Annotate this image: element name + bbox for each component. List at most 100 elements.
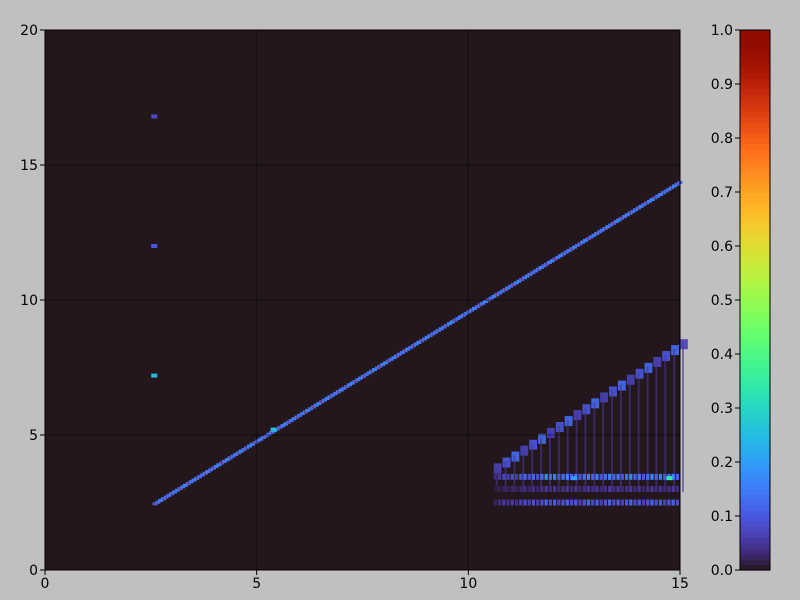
heatmap-cell bbox=[536, 486, 540, 492]
diagonal-ridge-cell bbox=[345, 385, 348, 388]
diagonal-ridge-cell bbox=[496, 291, 502, 295]
y-tick-label: 5 bbox=[29, 428, 38, 444]
heatmap-cell bbox=[531, 486, 536, 492]
colorbar-segment bbox=[740, 256, 770, 263]
diagonal-ridge-cell bbox=[558, 254, 564, 258]
colorbar-segment bbox=[740, 181, 770, 188]
heatmap-cell bbox=[544, 473, 548, 480]
heatmap-cell bbox=[637, 499, 641, 506]
colorbar-segment bbox=[740, 294, 770, 301]
diagonal-ridge-cell bbox=[204, 472, 207, 475]
heatmap-cell bbox=[574, 486, 578, 492]
colorbar-segment bbox=[740, 165, 770, 171]
diagonal-ridge-cell bbox=[646, 199, 652, 203]
heatmap-cell bbox=[612, 486, 616, 492]
diagonal-ridge-cell bbox=[533, 269, 539, 273]
heatmap-cell bbox=[637, 372, 640, 492]
diagonal-ridge-cell bbox=[245, 446, 248, 449]
heatmap-cell bbox=[633, 486, 637, 492]
diagonal-ridge-cell bbox=[671, 184, 677, 188]
colorbar-segment bbox=[740, 246, 770, 252]
heatmap-cell bbox=[608, 499, 612, 506]
diagonal-ridge-cell bbox=[191, 478, 197, 482]
heatmap-cell bbox=[513, 455, 516, 492]
heatmap-cell bbox=[557, 499, 561, 506]
heatmap-cell bbox=[553, 499, 557, 506]
colorbar-segment bbox=[740, 429, 770, 436]
diagonal-ridge-cell bbox=[229, 456, 232, 459]
heatmap-cell bbox=[611, 390, 614, 492]
heatmap-cell bbox=[682, 343, 684, 492]
heatmap-cell bbox=[591, 473, 595, 480]
colorbar-tick-label: 0.8 bbox=[711, 131, 733, 147]
heatmap-cell bbox=[654, 486, 658, 492]
heatmap-cell bbox=[544, 486, 548, 492]
diagonal-ridge-cell bbox=[588, 235, 594, 239]
heatmap-cell bbox=[519, 499, 523, 506]
colorbar-segment bbox=[740, 532, 770, 539]
diagonal-ridge-cell bbox=[571, 245, 577, 249]
heatmap-cell bbox=[506, 473, 510, 480]
diagonal-ridge-cell bbox=[405, 347, 411, 351]
diagonal-ridge-cell bbox=[621, 215, 627, 219]
heatmap-cell bbox=[646, 473, 650, 480]
colorbar-segment bbox=[740, 521, 770, 528]
diagonal-ridge-cell bbox=[596, 230, 602, 234]
diagonal-ridge-cell bbox=[222, 459, 228, 463]
colorbar-segment bbox=[740, 386, 770, 393]
heatmap-cell bbox=[673, 349, 676, 492]
heatmap-cell bbox=[561, 499, 565, 506]
colorbar-segment bbox=[740, 35, 770, 42]
heatmap-cell bbox=[566, 420, 569, 492]
colorbar-segment bbox=[740, 316, 770, 323]
diagonal-ridge-cell bbox=[549, 259, 555, 263]
heatmap-cell bbox=[586, 499, 591, 506]
heatmap-cell bbox=[633, 499, 637, 506]
diagonal-ridge-cell bbox=[166, 493, 172, 497]
diagonal-ridge-cell bbox=[183, 483, 189, 487]
heatmap-cell bbox=[663, 473, 667, 480]
colorbar-segment bbox=[740, 159, 770, 166]
colorbar-segment bbox=[740, 202, 770, 209]
diagonal-ridge-cell bbox=[637, 207, 640, 210]
heatmap-cell bbox=[497, 473, 502, 480]
colorbar-segment bbox=[740, 559, 770, 566]
diagonal-ridge-cell bbox=[304, 411, 307, 414]
diagonal-ridge-cell bbox=[480, 301, 486, 305]
heatmap-cell bbox=[608, 473, 612, 480]
diagonal-ridge-cell bbox=[255, 439, 261, 443]
diagonal-ridge-cell bbox=[641, 203, 647, 207]
diagonal-ridge-cell bbox=[455, 317, 461, 321]
diagonal-ridge-cell bbox=[208, 468, 214, 472]
heatmap-cell bbox=[522, 449, 525, 492]
colorbar-segment bbox=[740, 467, 770, 474]
colorbar-segment bbox=[740, 440, 770, 447]
heatmap-cell bbox=[629, 486, 633, 492]
heatmap-cell bbox=[548, 431, 551, 492]
diagonal-ridge-cell bbox=[441, 325, 447, 329]
heatmap-cell bbox=[658, 486, 663, 492]
diagonal-ridge-cell bbox=[505, 286, 511, 290]
diagonal-ridge-cell bbox=[170, 492, 173, 495]
diagonal-ridge-cell bbox=[374, 366, 380, 370]
heatmap-cell bbox=[502, 486, 506, 492]
heatmap-cell bbox=[603, 486, 608, 492]
colorbar-tick-label: 0.7 bbox=[711, 185, 733, 201]
diagonal-ridge-cell bbox=[308, 407, 314, 411]
diagonal-ridge-cell bbox=[371, 368, 377, 372]
colorbar-segment bbox=[740, 100, 770, 107]
colorbar-segment bbox=[740, 240, 770, 247]
diagonal-ridge-cell bbox=[670, 186, 673, 189]
heatmap-cell bbox=[671, 499, 675, 506]
diagonal-ridge-cell bbox=[224, 458, 230, 462]
colorbar-segment bbox=[740, 105, 770, 112]
colorbar-segment bbox=[740, 283, 770, 290]
heatmap-cell bbox=[527, 499, 531, 506]
heatmap-cell bbox=[548, 473, 552, 480]
diagonal-ridge-cell bbox=[220, 462, 223, 465]
heatmap-cell bbox=[650, 473, 654, 480]
diagonal-ridge-cell bbox=[546, 260, 552, 264]
colorbar-segment bbox=[740, 337, 770, 344]
diagonal-ridge-cell bbox=[574, 243, 580, 247]
diagonal-ridge-cell bbox=[187, 482, 190, 485]
